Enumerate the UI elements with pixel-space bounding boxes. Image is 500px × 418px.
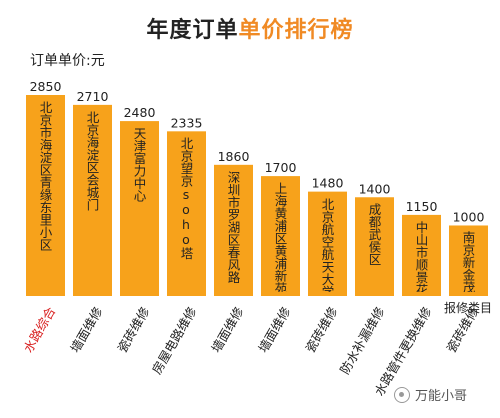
bar-annotation: 成都武侯区 <box>366 203 381 266</box>
chart-title-accent: 单价排行榜 <box>238 18 354 43</box>
data-label: 1700 <box>265 160 297 175</box>
bar <box>214 164 253 296</box>
chart-title-main: 年度订单 <box>146 18 239 43</box>
bar <box>261 176 300 296</box>
watermark: 万能小哥 <box>394 385 467 404</box>
bar-annotation: 深圳市罗湖区春风路 <box>225 170 240 284</box>
data-label: 2480 <box>124 105 156 120</box>
data-label: 1480 <box>312 176 344 191</box>
bar-annotation: 上海黄浦区黄浦新苑 <box>272 182 287 292</box>
bar-annotation: 北京市海淀区青缘东里小区 <box>37 101 52 251</box>
bar <box>355 197 394 296</box>
bar-annotation: 北京航空航天大学 <box>319 197 334 292</box>
data-label: 2850 <box>30 79 62 94</box>
bar <box>308 191 347 296</box>
bar <box>167 131 206 296</box>
bar <box>449 225 488 296</box>
data-label: 1400 <box>359 181 391 196</box>
data-label: 1860 <box>218 149 250 164</box>
data-label: 2335 <box>171 115 203 130</box>
bar-annotation: 北京望京soho塔 <box>178 137 193 260</box>
bar-annotation: 南京新金茂 <box>460 231 475 292</box>
y-axis-label: 订单单价:元 <box>30 53 105 69</box>
chart-title: 年度订单单价排行榜 <box>0 12 500 44</box>
watermark-text: 万能小哥 <box>415 389 468 404</box>
data-label: 1000 <box>453 209 485 224</box>
bar <box>120 121 159 297</box>
bar-annotation: 北京海淀区会城门 <box>84 110 99 211</box>
data-label: 1150 <box>406 199 438 214</box>
wechat-icon <box>394 386 410 403</box>
bar <box>26 95 65 296</box>
data-label: 2710 <box>77 89 109 104</box>
bar-annotation: 天津富力中心 <box>131 127 146 203</box>
x-axis-label: 报修类目 <box>444 301 493 315</box>
bar <box>402 214 441 296</box>
bar <box>73 104 112 296</box>
bar-annotation: 中山市顺景花园 <box>413 220 428 292</box>
